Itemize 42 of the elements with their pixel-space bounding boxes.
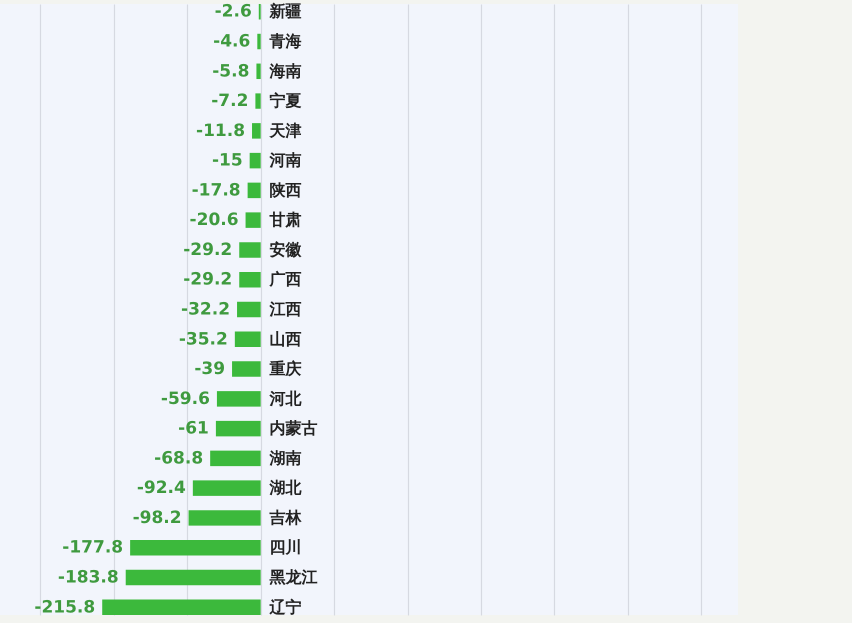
y-tick-label: 内蒙古 bbox=[270, 418, 318, 438]
y-tick-label: 山西 bbox=[270, 329, 302, 348]
data-label: -2.6 bbox=[214, 2, 252, 22]
data-label: -68.8 bbox=[154, 448, 204, 468]
y-tick-label: 四川 bbox=[270, 538, 302, 557]
y-tick-label: 青海 bbox=[268, 32, 302, 51]
y-tick-label: 江西 bbox=[268, 300, 302, 318]
y-tick-label: 吉林 bbox=[268, 508, 303, 527]
y-tick-label: 安徽 bbox=[270, 240, 303, 259]
y-tick-label: 重庆 bbox=[268, 359, 302, 378]
y-tick-label: 甘肃 bbox=[268, 210, 302, 230]
data-label: -39 bbox=[194, 359, 226, 380]
data-label: -11.8 bbox=[196, 120, 246, 141]
y-tick-label: 天津 bbox=[268, 120, 302, 140]
data-label: -59.6 bbox=[160, 388, 210, 409]
y-tick-label: 辽宁 bbox=[268, 597, 302, 616]
data-label: -7.2 bbox=[211, 91, 248, 112]
data-label: -4.6 bbox=[213, 32, 250, 52]
data-label: -15 bbox=[212, 150, 243, 171]
data-label: -35.2 bbox=[178, 329, 228, 350]
data-label: -29.2 bbox=[183, 270, 232, 290]
data-label: -183.8 bbox=[58, 567, 119, 588]
data-label: -92.4 bbox=[136, 478, 186, 498]
y-tick-label: 河北 bbox=[268, 388, 303, 408]
data-label: -215.8 bbox=[34, 597, 96, 618]
y-tick-label: 广西 bbox=[268, 270, 302, 289]
y-tick-label: 黑龙江 bbox=[268, 567, 318, 586]
y-tick-label: 陕西 bbox=[270, 180, 302, 200]
data-label: -20.6 bbox=[190, 210, 239, 230]
data-label: -177.8 bbox=[62, 538, 124, 558]
y-tick-label: 湖北 bbox=[268, 478, 303, 498]
data-label: -98.2 bbox=[132, 508, 182, 528]
y-tick-label: 河南 bbox=[268, 150, 302, 170]
y-tick-label: 海南 bbox=[268, 61, 302, 80]
data-label: -17.8 bbox=[192, 180, 241, 200]
data-label: -5.8 bbox=[212, 61, 250, 82]
y-tick-label: 宁夏 bbox=[270, 91, 302, 110]
data-label: -61 bbox=[178, 418, 209, 439]
data-label: -32.2 bbox=[181, 300, 230, 320]
y-tick-label: 湖南 bbox=[268, 448, 302, 468]
y-tick-label: 新疆 bbox=[268, 2, 302, 21]
data-label: -29.2 bbox=[183, 240, 232, 260]
